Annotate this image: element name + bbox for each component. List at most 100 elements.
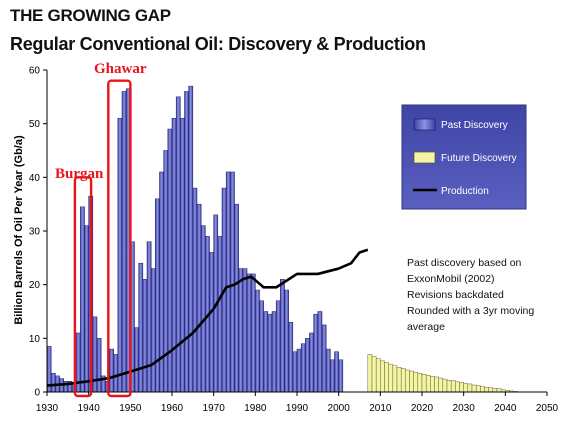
x-tick-1980: 1980 <box>244 403 267 414</box>
past-bar-1984 <box>271 311 277 393</box>
annotation-ghawar: Ghawar <box>94 61 147 77</box>
future-bar-2023 <box>434 376 439 393</box>
future-bar-2015 <box>400 368 406 393</box>
past-bar-1948 <box>121 91 127 393</box>
future-bar-2019 <box>417 372 423 393</box>
legend: Past Discovery Future Discovery Producti… <box>401 104 527 210</box>
legend-swatch-past <box>413 118 436 131</box>
future-bar-2028 <box>455 381 460 393</box>
future-bar-2025 <box>442 378 448 393</box>
future-bar-2008 <box>371 356 377 393</box>
x-tick-1960: 1960 <box>161 403 184 414</box>
past-bar-1951 <box>134 327 139 393</box>
y-tick-labels: 0 10 20 30 40 50 60 <box>29 66 41 399</box>
future-bar-2027 <box>450 380 456 393</box>
past-bar-1931 <box>50 372 56 393</box>
annotation-burgan: Burgan <box>55 166 104 182</box>
note-line-4: Rounded with a 3yr moving <box>407 305 534 317</box>
y-tick-40: 40 <box>29 173 41 184</box>
note-line-5: average <box>407 321 445 333</box>
past-bar-1964 <box>188 85 194 393</box>
past-bar-1981 <box>259 300 264 393</box>
x-tick-2030: 2030 <box>453 403 476 414</box>
past-bar-1988 <box>288 321 294 393</box>
source-note: Past discovery based on ExxonMobil (2002… <box>407 257 534 333</box>
future-bar-2020 <box>421 374 427 393</box>
x-tick-2040: 2040 <box>494 403 517 414</box>
note-line-3: Revisions backdated <box>407 289 504 301</box>
x-tick-2020: 2020 <box>411 403 434 414</box>
note-line-1: Past discovery based on <box>407 257 522 269</box>
past-bar-1971 <box>217 236 223 393</box>
past-bar-1967 <box>200 225 206 393</box>
past-bar-1992 <box>305 338 310 393</box>
future-bar-2011 <box>384 362 389 393</box>
highlight-boxes <box>73 79 132 398</box>
future-bar-2032 <box>471 384 477 393</box>
future-bar-2031 <box>467 383 473 393</box>
y-tick-50: 50 <box>29 119 41 130</box>
past-bar-1962 <box>180 118 185 393</box>
past-bar-1938 <box>80 206 85 393</box>
past-bar-1980 <box>255 289 260 393</box>
chart-subtitle: Regular Conventional Oil: Discovery & Pr… <box>10 34 426 54</box>
past-bar-1986 <box>280 279 285 393</box>
note-line-2: ExxonMobil (2002) <box>407 273 495 285</box>
x-tick-1970: 1970 <box>203 403 226 414</box>
future-bar-2033 <box>475 385 481 393</box>
future-bar-2024 <box>438 377 444 393</box>
legend-swatch-future <box>413 151 436 164</box>
past-bar-1975 <box>234 203 239 393</box>
past-bar-1997 <box>325 348 331 393</box>
x-tick-1950: 1950 <box>119 403 142 414</box>
chart-title: THE GROWING GAP <box>10 6 171 25</box>
past-bar-1952 <box>138 262 144 393</box>
future-bar-2017 <box>409 370 414 393</box>
past-bar-1945 <box>109 348 114 393</box>
past-bar-2000 <box>338 359 344 393</box>
past-bar-1953 <box>142 279 148 393</box>
x-tick-1940: 1940 <box>78 403 101 414</box>
past-bar-1966 <box>196 203 202 393</box>
y-tick-10: 10 <box>29 334 41 345</box>
future-bar-2034 <box>480 386 485 393</box>
future-bar-2012 <box>388 363 394 393</box>
future-bar-2007 <box>367 354 373 393</box>
future-bar-2014 <box>396 367 402 393</box>
past-bar-1977 <box>242 268 248 393</box>
highlight-box-ghawar <box>107 79 132 398</box>
past-bar-1994 <box>313 313 319 393</box>
x-tick-2000: 2000 <box>328 403 351 414</box>
past-bar-1991 <box>300 343 306 393</box>
x-tick-2010: 2010 <box>369 403 392 414</box>
y-axis-label: Billion Barrels Of Oil Per Year (Gb/a) <box>13 135 25 325</box>
future-bar-2026 <box>446 379 452 393</box>
past-bar-1995 <box>317 311 323 393</box>
x-tick-1990: 1990 <box>286 403 309 414</box>
past-bar-1954 <box>146 241 152 393</box>
past-bar-1983 <box>267 313 273 393</box>
y-tick-20: 20 <box>29 280 41 291</box>
legend-entry-production: Production <box>441 186 489 197</box>
past-bar-1974 <box>230 171 235 393</box>
past-bar-1979 <box>250 273 256 393</box>
past-bar-1982 <box>263 311 269 393</box>
past-bar-1973 <box>225 171 231 393</box>
past-bar-1996 <box>321 324 327 393</box>
x-tick-2050: 2050 <box>536 403 559 414</box>
legend-entry-future: Future Discovery <box>441 153 517 164</box>
past-bar-1947 <box>117 118 123 393</box>
past-bar-1969 <box>209 252 214 393</box>
past-bar-1987 <box>284 289 289 393</box>
past-bar-1978 <box>246 273 252 393</box>
y-tick-30: 30 <box>29 227 41 238</box>
past-bar-1939 <box>84 225 89 393</box>
future-bar-2037 <box>492 388 498 393</box>
past-bar-1963 <box>184 91 189 393</box>
x-tick-1930: 1930 <box>36 403 59 414</box>
past-bar-1946 <box>113 354 119 393</box>
y-tick-60: 60 <box>29 66 41 77</box>
future-bar-2010 <box>380 360 385 393</box>
legend-entry-past: Past Discovery <box>441 120 508 131</box>
